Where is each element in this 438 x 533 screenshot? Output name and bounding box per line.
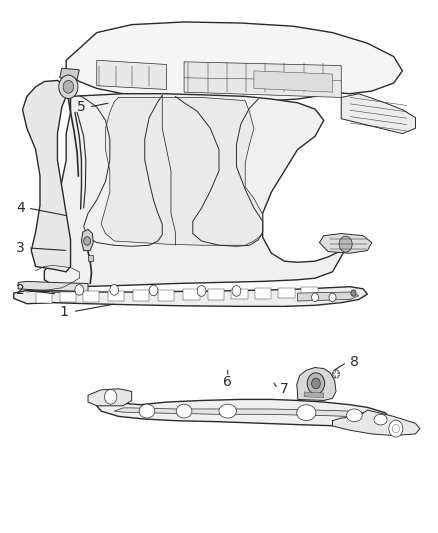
Polygon shape	[44, 94, 350, 287]
Polygon shape	[304, 392, 324, 398]
Polygon shape	[22, 80, 71, 272]
Circle shape	[311, 293, 318, 302]
Text: 6: 6	[223, 375, 232, 390]
Polygon shape	[88, 255, 93, 261]
Ellipse shape	[219, 404, 237, 418]
Polygon shape	[297, 368, 336, 400]
Text: 2: 2	[16, 284, 25, 297]
Circle shape	[59, 75, 78, 99]
Polygon shape	[83, 291, 99, 302]
Polygon shape	[341, 94, 416, 134]
Polygon shape	[60, 292, 76, 302]
Circle shape	[307, 373, 325, 394]
Polygon shape	[254, 71, 332, 92]
Polygon shape	[35, 292, 52, 303]
Text: 7: 7	[280, 382, 289, 396]
Polygon shape	[60, 68, 79, 79]
Circle shape	[105, 389, 117, 404]
Polygon shape	[97, 399, 394, 427]
Polygon shape	[279, 288, 295, 298]
Ellipse shape	[139, 404, 155, 418]
Polygon shape	[231, 288, 248, 299]
Circle shape	[84, 237, 91, 245]
Circle shape	[232, 286, 241, 296]
Circle shape	[75, 285, 84, 295]
Polygon shape	[133, 290, 149, 301]
Circle shape	[351, 290, 356, 296]
Polygon shape	[184, 62, 341, 98]
Text: 8: 8	[350, 355, 359, 369]
Circle shape	[332, 369, 339, 378]
Polygon shape	[332, 410, 420, 435]
Polygon shape	[255, 288, 272, 299]
Text: 5: 5	[77, 100, 86, 114]
Polygon shape	[114, 408, 367, 416]
Polygon shape	[158, 290, 174, 301]
Polygon shape	[88, 389, 132, 406]
Polygon shape	[97, 60, 166, 90]
Ellipse shape	[297, 405, 316, 421]
Polygon shape	[183, 289, 200, 300]
Circle shape	[311, 378, 320, 389]
Polygon shape	[319, 233, 372, 253]
Circle shape	[389, 420, 403, 437]
Polygon shape	[81, 229, 93, 251]
Polygon shape	[108, 290, 124, 301]
Text: 4: 4	[16, 201, 25, 215]
Circle shape	[110, 285, 119, 295]
Ellipse shape	[346, 409, 362, 422]
Polygon shape	[301, 287, 318, 298]
Polygon shape	[66, 22, 403, 102]
Polygon shape	[208, 289, 224, 300]
Ellipse shape	[176, 404, 192, 418]
Circle shape	[339, 236, 352, 252]
Polygon shape	[14, 287, 367, 306]
Polygon shape	[297, 292, 359, 301]
Text: 3: 3	[16, 241, 25, 255]
Circle shape	[63, 80, 74, 93]
Ellipse shape	[374, 414, 387, 425]
Circle shape	[197, 286, 206, 296]
Circle shape	[329, 293, 336, 302]
Polygon shape	[18, 281, 88, 292]
Circle shape	[149, 285, 158, 296]
Circle shape	[392, 424, 399, 433]
Text: 1: 1	[60, 305, 68, 319]
Polygon shape	[101, 98, 263, 245]
